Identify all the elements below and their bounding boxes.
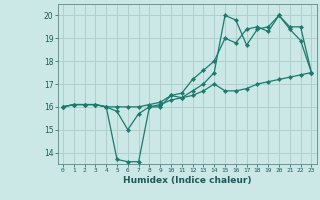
X-axis label: Humidex (Indice chaleur): Humidex (Indice chaleur) bbox=[123, 176, 252, 185]
